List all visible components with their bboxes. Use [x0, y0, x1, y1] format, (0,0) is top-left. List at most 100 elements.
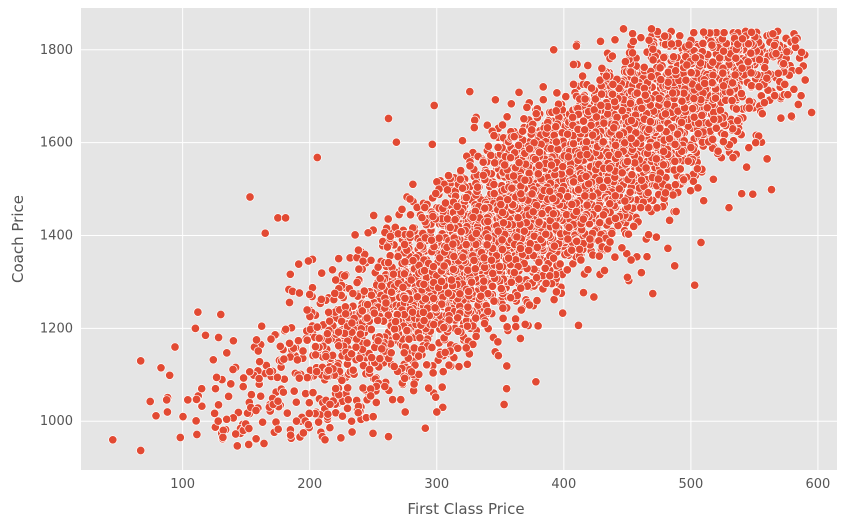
scatter-point	[718, 137, 728, 147]
scatter-point	[655, 123, 665, 133]
scatter-point	[551, 122, 561, 132]
scatter-point	[504, 253, 514, 263]
scatter-point	[549, 295, 559, 305]
scatter-point	[511, 314, 521, 324]
scatter-point	[291, 397, 301, 407]
scatter-point	[373, 315, 383, 325]
scatter-point	[671, 206, 681, 217]
scatter-point	[572, 206, 582, 217]
scatter-point	[444, 315, 454, 325]
scatter-point	[590, 94, 600, 104]
scatter-point	[380, 381, 390, 392]
scatter-point	[568, 139, 579, 149]
scatter-point	[453, 326, 463, 336]
scatter-point	[518, 126, 528, 136]
scatter-point	[783, 90, 793, 100]
scatter-point	[540, 263, 550, 273]
scatter-point	[666, 39, 677, 49]
scatter-point	[455, 174, 465, 184]
scatter-point	[434, 233, 444, 243]
scatter-point	[400, 407, 410, 417]
scatter-point	[614, 184, 624, 194]
scatter-point	[595, 36, 606, 46]
scatter-point	[562, 265, 572, 275]
scatter-point	[419, 266, 430, 276]
scatter-point	[509, 132, 519, 142]
scatter-point	[776, 113, 786, 123]
scatter-point	[727, 78, 738, 88]
scatter-point	[452, 201, 462, 212]
scatter-point	[708, 70, 718, 80]
scatter-point	[563, 234, 573, 244]
scatter-point	[694, 118, 704, 128]
scatter-point	[363, 300, 373, 310]
scatter-point	[682, 60, 692, 70]
scatter-point	[744, 103, 754, 113]
scatter-point	[545, 271, 555, 281]
scatter-point	[708, 57, 718, 67]
scatter-point	[789, 84, 799, 94]
scatter-point	[516, 189, 526, 199]
scatter-point	[589, 292, 599, 302]
scatter-point	[442, 214, 453, 224]
scatter-point	[652, 140, 662, 150]
scatter-point	[558, 162, 568, 172]
scatter-point	[636, 268, 646, 278]
scatter-point	[578, 71, 588, 81]
scatter-point	[352, 277, 362, 288]
scatter-point	[697, 110, 707, 120]
scatter-point	[782, 47, 792, 57]
scatter-point	[663, 243, 673, 253]
scatter-point	[337, 316, 347, 326]
scatter-point	[541, 278, 551, 288]
scatter-point	[509, 171, 519, 181]
scatter-point	[239, 373, 249, 383]
scatter-point	[327, 265, 338, 275]
scatter-point	[450, 215, 460, 225]
scatter-point	[531, 109, 541, 119]
scatter-point	[568, 112, 578, 122]
scatter-point	[366, 324, 376, 335]
scatter-point	[522, 102, 532, 112]
scatter-point	[604, 163, 614, 173]
scatter-point	[213, 400, 224, 410]
scatter-point	[405, 229, 415, 239]
scatter-point	[529, 138, 539, 148]
scatter-point	[362, 338, 372, 348]
scatter-point	[258, 417, 268, 427]
scatter-point	[549, 253, 559, 263]
scatter-point	[683, 156, 693, 166]
scatter-point	[725, 87, 735, 97]
scatter-point	[630, 75, 640, 85]
scatter-point	[468, 212, 478, 222]
scatter-point	[528, 207, 538, 217]
scatter-point	[506, 99, 516, 109]
scatter-point	[400, 257, 410, 267]
scatter-point	[456, 227, 466, 237]
scatter-point	[693, 183, 703, 193]
scatter-point	[626, 255, 636, 265]
scatter-point	[294, 288, 304, 298]
scatter-point	[443, 288, 453, 298]
scatter-point	[453, 313, 463, 323]
scatter-point	[471, 313, 481, 323]
scatter-point	[409, 379, 419, 389]
scatter-point	[424, 383, 434, 393]
scatter-point	[760, 63, 770, 73]
scatter-point	[489, 179, 499, 190]
scatter-point	[610, 191, 620, 201]
scatter-point	[786, 111, 796, 121]
scatter-point	[713, 146, 723, 156]
scatter-point	[493, 337, 503, 347]
scatter-point	[453, 343, 463, 353]
scatter-point	[456, 166, 466, 176]
scatter-point	[620, 57, 630, 67]
scatter-point	[689, 112, 699, 122]
scatter-point	[321, 351, 331, 362]
scatter-point	[405, 194, 415, 204]
scatter-point	[428, 368, 438, 378]
scatter-point	[281, 324, 291, 334]
scatter-point	[599, 118, 609, 128]
scatter-point	[178, 412, 188, 422]
scatter-point	[415, 241, 425, 251]
